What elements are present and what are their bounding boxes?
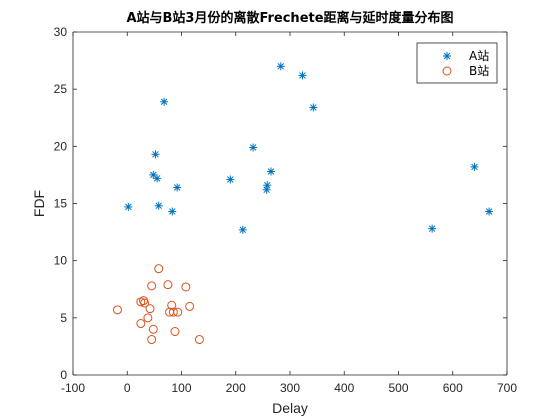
- legend-marker: [443, 52, 451, 60]
- x-tick-label: 0: [124, 381, 131, 395]
- y-tick-label: 25: [54, 82, 68, 96]
- data-point: [485, 207, 494, 216]
- data-point: [168, 207, 177, 216]
- y-tick-label: 0: [60, 368, 67, 382]
- data-point: [298, 71, 307, 80]
- data-point: [151, 150, 160, 159]
- data-marks: [112, 62, 494, 345]
- data-point: [145, 304, 155, 314]
- data-point: [148, 324, 158, 334]
- x-tick-label: 700: [497, 381, 517, 395]
- x-tick-label: 500: [388, 381, 408, 395]
- chart-title: A站与B站3月份的离散Frechete距离与延时度量分布图: [126, 10, 453, 26]
- data-point: [160, 97, 169, 106]
- x-tick-label: 600: [443, 381, 463, 395]
- data-point: [263, 181, 272, 190]
- data-point: [276, 62, 285, 71]
- legend-label: B站: [469, 64, 489, 78]
- data-point: [112, 305, 122, 315]
- data-point: [124, 202, 133, 211]
- data-point: [147, 281, 157, 291]
- series-1: [124, 62, 494, 234]
- data-point: [136, 319, 146, 329]
- data-point: [168, 307, 178, 317]
- data-point: [154, 201, 163, 210]
- data-point: [428, 224, 437, 233]
- y-tick-label: 15: [54, 197, 68, 211]
- data-point: [238, 225, 247, 234]
- data-point: [185, 301, 195, 311]
- x-tick-label: 100: [171, 381, 191, 395]
- x-tick-label: 200: [226, 381, 246, 395]
- data-point: [154, 264, 164, 274]
- data-point: [173, 307, 183, 317]
- data-point: [249, 143, 258, 152]
- y-tick-label: 20: [54, 139, 68, 153]
- x-tick-label: -100: [61, 381, 85, 395]
- legend-marker: [442, 66, 452, 76]
- data-point: [147, 335, 157, 345]
- data-point: [143, 313, 153, 323]
- data-point: [173, 183, 182, 192]
- plot-area: [73, 32, 507, 375]
- x-axis-label: Delay: [272, 400, 308, 416]
- data-point: [226, 175, 235, 184]
- data-point: [309, 103, 318, 112]
- legend-box: [416, 42, 498, 84]
- data-point: [470, 162, 479, 171]
- legend-label: A站: [469, 49, 489, 63]
- data-point: [140, 298, 150, 308]
- y-tick-label: 30: [54, 25, 68, 39]
- data-point: [163, 280, 173, 290]
- data-point: [153, 174, 162, 183]
- x-tick-label: 300: [280, 381, 300, 395]
- y-tick-label: 5: [60, 311, 67, 325]
- data-point: [267, 167, 276, 176]
- data-point: [194, 335, 204, 345]
- data-point: [181, 282, 191, 292]
- y-axis-label: FDF: [31, 190, 47, 217]
- y-tick-label: 10: [54, 254, 68, 268]
- data-point: [167, 300, 177, 310]
- series-2: [112, 264, 204, 345]
- x-tick-label: 400: [334, 381, 354, 395]
- data-point: [170, 327, 180, 337]
